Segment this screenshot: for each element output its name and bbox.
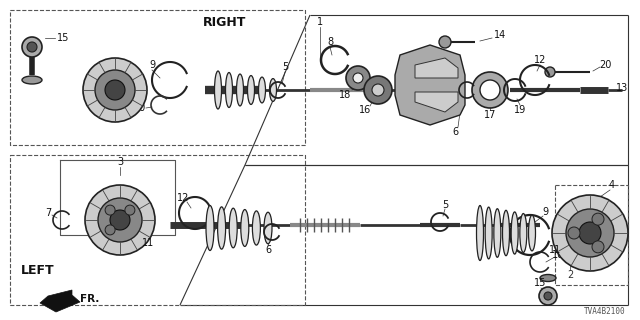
Polygon shape [395, 45, 465, 125]
Ellipse shape [214, 71, 221, 109]
Text: 20: 20 [599, 60, 611, 70]
Circle shape [568, 227, 580, 239]
Ellipse shape [206, 205, 214, 251]
Ellipse shape [259, 77, 266, 103]
Text: 5: 5 [442, 200, 448, 210]
Polygon shape [40, 290, 80, 312]
Text: 11: 11 [142, 238, 154, 248]
Polygon shape [415, 92, 458, 112]
Circle shape [353, 73, 363, 83]
Text: 6: 6 [452, 127, 458, 137]
Circle shape [98, 198, 142, 242]
Circle shape [579, 222, 601, 244]
Circle shape [592, 213, 604, 225]
Ellipse shape [494, 209, 501, 257]
Text: LEFT: LEFT [21, 263, 55, 276]
Text: 14: 14 [494, 30, 506, 40]
Text: 10: 10 [134, 103, 146, 113]
Text: 15: 15 [57, 33, 69, 43]
Text: 7: 7 [45, 208, 51, 218]
Text: 3: 3 [117, 157, 123, 167]
Text: 4: 4 [609, 180, 615, 190]
Circle shape [85, 185, 155, 255]
Text: 9: 9 [149, 60, 155, 70]
Text: RIGHT: RIGHT [204, 15, 246, 28]
Text: 8: 8 [327, 37, 333, 47]
Circle shape [480, 80, 500, 100]
Ellipse shape [269, 79, 276, 101]
Circle shape [372, 84, 384, 96]
Circle shape [22, 37, 42, 57]
Circle shape [27, 42, 37, 52]
Ellipse shape [241, 210, 249, 246]
Text: 1: 1 [317, 17, 323, 27]
Ellipse shape [529, 215, 536, 251]
Ellipse shape [218, 207, 226, 249]
Text: 12: 12 [534, 55, 546, 65]
Text: 12: 12 [177, 193, 189, 203]
Ellipse shape [485, 207, 492, 259]
Text: 5: 5 [282, 62, 288, 72]
Text: 2: 2 [567, 270, 573, 280]
Text: 17: 17 [484, 110, 496, 120]
Ellipse shape [248, 76, 255, 104]
Text: 19: 19 [514, 105, 526, 115]
Text: 9: 9 [542, 207, 548, 217]
Circle shape [95, 70, 135, 110]
Ellipse shape [252, 211, 260, 245]
Circle shape [364, 76, 392, 104]
Ellipse shape [237, 74, 243, 106]
Text: 15: 15 [534, 278, 546, 288]
Ellipse shape [520, 213, 527, 252]
Circle shape [472, 72, 508, 108]
Circle shape [439, 36, 451, 48]
Text: FR.: FR. [80, 294, 100, 304]
Ellipse shape [225, 73, 232, 108]
Ellipse shape [502, 210, 509, 256]
Circle shape [539, 287, 557, 305]
Text: 10: 10 [552, 250, 564, 260]
Text: 16: 16 [359, 105, 371, 115]
Ellipse shape [477, 205, 483, 260]
Circle shape [105, 205, 115, 215]
Ellipse shape [229, 208, 237, 248]
Circle shape [105, 225, 115, 235]
Circle shape [105, 80, 125, 100]
Circle shape [566, 209, 614, 257]
Ellipse shape [264, 212, 272, 244]
Circle shape [545, 67, 555, 77]
Text: 11: 11 [549, 245, 561, 255]
Text: TVA4B2100: TVA4B2100 [584, 308, 625, 316]
Polygon shape [415, 58, 458, 78]
Ellipse shape [22, 76, 42, 84]
Circle shape [346, 66, 370, 90]
Circle shape [110, 210, 130, 230]
Ellipse shape [511, 212, 518, 254]
Circle shape [125, 205, 135, 215]
Circle shape [83, 58, 147, 122]
Text: 18: 18 [339, 90, 351, 100]
Circle shape [592, 241, 604, 253]
Circle shape [544, 292, 552, 300]
Ellipse shape [540, 275, 556, 282]
Circle shape [552, 195, 628, 271]
Text: 6: 6 [265, 245, 271, 255]
Text: 13: 13 [616, 83, 628, 93]
